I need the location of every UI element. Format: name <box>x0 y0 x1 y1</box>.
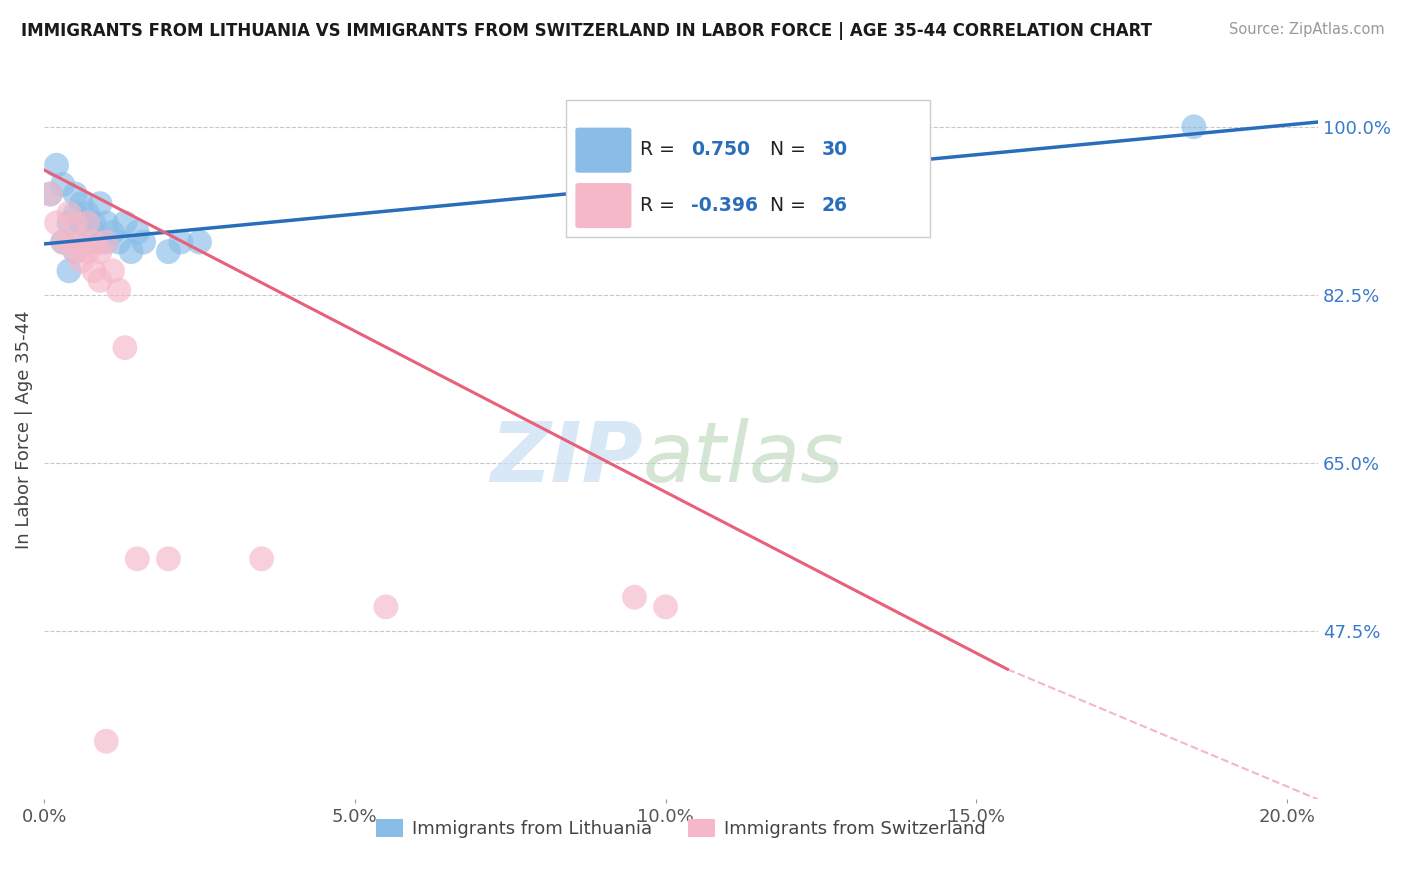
Point <box>76 244 98 259</box>
Point <box>157 551 180 566</box>
Legend: Immigrants from Lithuania, Immigrants from Switzerland: Immigrants from Lithuania, Immigrants fr… <box>368 812 994 846</box>
Point <box>83 235 105 249</box>
Point <box>127 551 149 566</box>
Text: IMMIGRANTS FROM LITHUANIA VS IMMIGRANTS FROM SWITZERLAND IN LABOR FORCE | AGE 35: IMMIGRANTS FROM LITHUANIA VS IMMIGRANTS … <box>21 22 1152 40</box>
Point <box>52 178 75 192</box>
Point <box>70 216 93 230</box>
Point <box>96 734 118 748</box>
Point <box>63 244 86 259</box>
Text: 0.750: 0.750 <box>692 140 751 160</box>
Point <box>58 206 80 220</box>
Point <box>76 206 98 220</box>
Point <box>76 235 98 249</box>
Point <box>89 244 111 259</box>
Point <box>374 599 396 614</box>
Point <box>58 235 80 249</box>
Point <box>903 148 925 162</box>
Text: 30: 30 <box>821 140 848 160</box>
Point <box>58 216 80 230</box>
Text: ZIP: ZIP <box>491 418 643 500</box>
Point <box>127 226 149 240</box>
Point <box>39 186 62 201</box>
Point <box>101 226 124 240</box>
Text: 26: 26 <box>821 195 848 215</box>
Point <box>63 244 86 259</box>
Point <box>89 235 111 249</box>
Point <box>63 216 86 230</box>
Point <box>96 235 118 249</box>
Point <box>83 226 105 240</box>
Point <box>107 235 129 249</box>
Point <box>170 235 193 249</box>
Text: N =: N = <box>758 140 811 160</box>
Point <box>52 235 75 249</box>
Point <box>89 273 111 287</box>
Point <box>114 341 136 355</box>
Point <box>70 254 93 268</box>
Text: R =: R = <box>640 140 682 160</box>
Text: R =: R = <box>640 195 682 215</box>
Text: -0.396: -0.396 <box>692 195 758 215</box>
Text: Source: ZipAtlas.com: Source: ZipAtlas.com <box>1229 22 1385 37</box>
Point <box>157 244 180 259</box>
Point <box>70 196 93 211</box>
Point <box>58 264 80 278</box>
Point <box>120 244 142 259</box>
Point <box>83 216 105 230</box>
Point <box>76 216 98 230</box>
Point <box>114 216 136 230</box>
Point <box>1182 120 1205 134</box>
Point <box>45 158 67 172</box>
Point <box>132 235 155 249</box>
Text: atlas: atlas <box>643 418 845 500</box>
Point <box>96 216 118 230</box>
Point <box>70 235 93 249</box>
Point <box>89 196 111 211</box>
Point <box>63 186 86 201</box>
Text: N =: N = <box>770 195 813 215</box>
Point <box>83 264 105 278</box>
Point <box>107 283 129 297</box>
Point <box>654 599 676 614</box>
FancyBboxPatch shape <box>575 128 631 173</box>
FancyBboxPatch shape <box>575 183 631 228</box>
Point <box>101 264 124 278</box>
Point <box>96 235 118 249</box>
Point <box>250 551 273 566</box>
Point <box>52 235 75 249</box>
Point <box>39 186 62 201</box>
Point <box>63 206 86 220</box>
Y-axis label: In Labor Force | Age 35-44: In Labor Force | Age 35-44 <box>15 310 32 549</box>
Point <box>623 591 645 605</box>
Point <box>188 235 211 249</box>
Point <box>45 216 67 230</box>
FancyBboxPatch shape <box>567 100 929 237</box>
